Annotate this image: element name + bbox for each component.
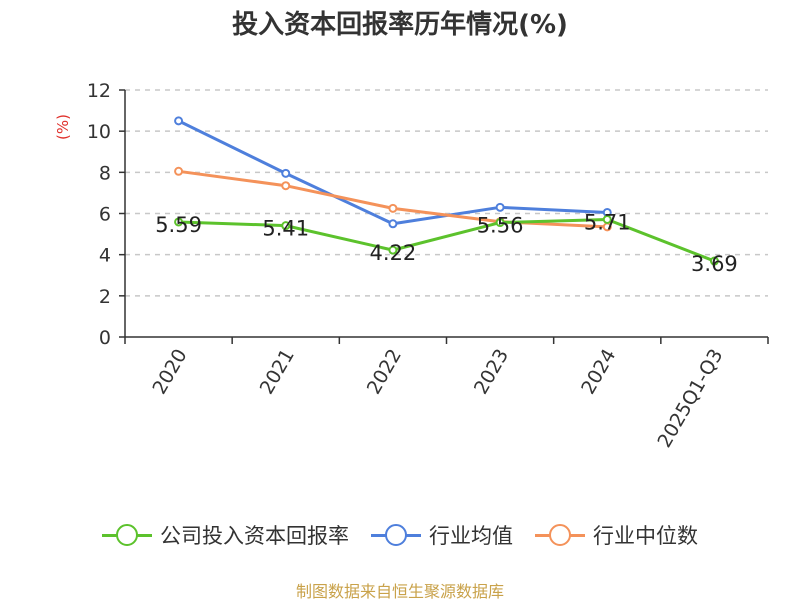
y-tick-label: 10 xyxy=(87,121,111,143)
data-label: 3.69 xyxy=(691,252,738,276)
legend-swatch xyxy=(371,524,421,546)
series-lines xyxy=(174,116,719,266)
series-point xyxy=(174,166,184,176)
legend-label: 行业中位数 xyxy=(593,524,698,548)
series-point xyxy=(388,203,398,213)
series-point xyxy=(388,219,398,229)
y-tick-label: 4 xyxy=(99,245,111,267)
legend-item[interactable]: 行业均值 xyxy=(371,520,513,550)
axes: 0 2 4 6 8 10 12 2020 2021 2022 2023 2024 2025Q1-Q3 xyxy=(87,80,769,452)
series-point xyxy=(495,218,505,228)
legend-swatch xyxy=(535,524,585,546)
legend-label: 公司投入资本回报率 xyxy=(160,524,349,548)
series-point xyxy=(281,181,291,191)
legend-item[interactable]: 行业中位数 xyxy=(535,520,698,550)
legend: 公司投入资本回报率 行业均值 行业中位数 xyxy=(0,520,800,550)
data-label: 5.56 xyxy=(477,214,524,238)
chart-title: 投入资本回报率历年情况(%) xyxy=(232,10,568,40)
x-tick-label: 2024 xyxy=(577,345,620,398)
data-labels: 5.59 5.41 4.22 5.56 5.71 3.69 xyxy=(155,210,738,276)
series-point xyxy=(388,245,398,255)
y-tick-label: 6 xyxy=(99,204,111,226)
series-point xyxy=(174,116,184,126)
series-point xyxy=(281,168,291,178)
series-point xyxy=(281,221,291,231)
series-line xyxy=(178,217,715,263)
legend-swatch xyxy=(102,524,152,546)
y-tick-label: 12 xyxy=(87,80,111,102)
data-label: 5.59 xyxy=(155,213,202,237)
data-label: 4.22 xyxy=(370,241,417,265)
series-point xyxy=(602,214,612,224)
series-point xyxy=(709,256,719,266)
x-tick-label: 2021 xyxy=(256,345,299,398)
y-tick-label: 8 xyxy=(99,162,111,184)
legend-item[interactable]: 公司投入资本回报率 xyxy=(102,520,349,550)
source-note: 制图数据来自恒生聚源数据库 xyxy=(295,582,504,601)
y-tick-label: 2 xyxy=(99,286,111,308)
series-point xyxy=(174,217,184,227)
x-tick-label: 2023 xyxy=(470,345,513,398)
data-label: 5.41 xyxy=(262,217,309,241)
y-axis-label: (%) xyxy=(54,114,72,140)
x-tick-label: 2020 xyxy=(148,345,191,398)
x-tick-label: 2025Q1-Q3 xyxy=(653,345,727,451)
series-line xyxy=(178,169,608,229)
data-label: 5.71 xyxy=(584,210,631,234)
y-tick-label: 0 xyxy=(99,327,111,349)
grid-lines xyxy=(125,89,768,297)
x-tick-label: 2022 xyxy=(363,345,406,398)
legend-label: 行业均值 xyxy=(429,524,513,548)
series-point xyxy=(495,202,505,212)
